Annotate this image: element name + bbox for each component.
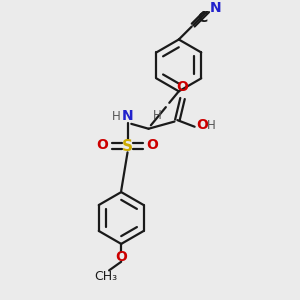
Text: C: C xyxy=(197,11,208,26)
Text: CH₃: CH₃ xyxy=(94,270,117,283)
Text: O: O xyxy=(97,138,108,152)
Text: O: O xyxy=(115,250,127,264)
Text: O: O xyxy=(177,80,188,94)
Text: H: H xyxy=(112,110,121,123)
Text: N: N xyxy=(210,1,221,15)
Text: H: H xyxy=(153,110,162,122)
Text: H: H xyxy=(207,119,216,132)
Text: S: S xyxy=(122,139,133,154)
Text: O: O xyxy=(147,138,158,152)
Text: N: N xyxy=(122,110,134,123)
Text: O: O xyxy=(196,118,208,132)
